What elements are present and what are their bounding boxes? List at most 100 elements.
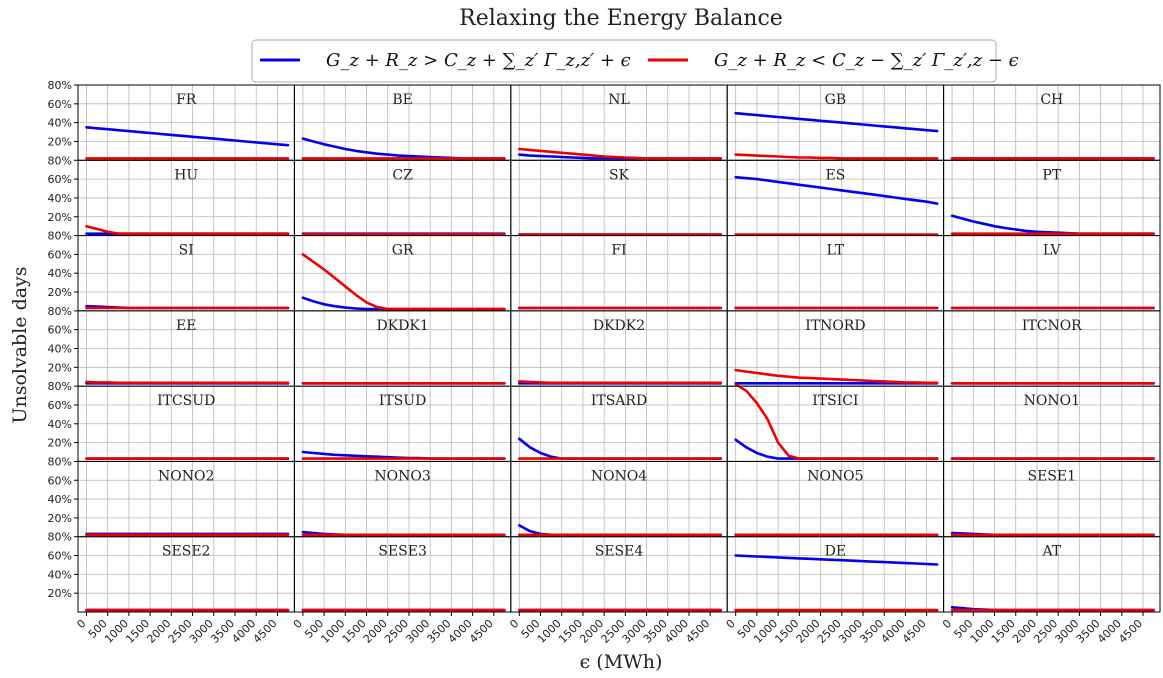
x-tick-label: 2500 — [166, 617, 195, 646]
x-tick-label: 3000 — [403, 617, 432, 646]
x-tick-label: 3500 — [208, 617, 237, 646]
x-tick-label: 4000 — [879, 617, 908, 646]
panel-es: ES — [726, 159, 945, 237]
panel-title: FR — [176, 92, 197, 108]
panel-title: DKDK1 — [376, 318, 428, 334]
x-tick-label: 0 — [74, 617, 88, 631]
panel-lt: LT — [726, 235, 945, 312]
panel-lv: LV — [943, 235, 1161, 312]
y-tick-label: 20% — [48, 512, 72, 525]
y-tick-label: 60% — [48, 98, 72, 111]
y-tick-label: 80% — [48, 305, 72, 318]
panel-hu: HU 20% 40% 60% 80% — [48, 154, 295, 237]
panel-title: NONO3 — [374, 468, 430, 484]
y-tick-label: 60% — [48, 248, 72, 261]
x-tick-label: 4000 — [662, 617, 691, 646]
panel-title: DE — [825, 544, 846, 560]
panel-title: GR — [392, 243, 414, 259]
x-tick-label: 1000 — [102, 617, 131, 646]
gridlines — [727, 235, 944, 311]
legend-frame — [251, 39, 997, 83]
y-tick-label: 80% — [48, 455, 72, 468]
series-line-blue — [517, 437, 723, 460]
x-tick-label: 4000 — [229, 617, 258, 646]
gridlines — [943, 385, 1160, 462]
series-line-blue — [734, 554, 939, 566]
panel-nono3: NONO3 — [293, 460, 512, 538]
panel-title: NONO4 — [591, 468, 647, 484]
panel-dkdk1: DKDK1 — [293, 310, 512, 387]
panel-nl: NL — [510, 84, 728, 161]
panel-nono5: NONO5 — [726, 460, 945, 538]
gridlines — [78, 310, 295, 387]
panel-sese1: SESE1 — [943, 460, 1161, 538]
y-tick-label: 40% — [48, 267, 72, 280]
series-line-blue — [734, 111, 939, 133]
x-tick-label: 3500 — [857, 617, 886, 646]
gridlines — [727, 461, 944, 537]
panel-itsard: ITSARD — [510, 385, 728, 462]
panel-grid: FR 20% 40% 60% 80% BE NL GB CH HU 20% 40% 60% 80% CZ SK… — [48, 79, 1161, 646]
series-line-blue — [85, 126, 290, 147]
gridlines — [294, 235, 511, 311]
y-tick-label: 80% — [48, 531, 72, 544]
x-tick-label: 4500 — [251, 617, 280, 646]
panel-title: HU — [174, 167, 198, 183]
panel-title: SESE4 — [595, 544, 644, 560]
y-tick-label: 60% — [48, 474, 72, 487]
x-tick-label: 0 — [940, 617, 954, 631]
y-tick-label: 40% — [48, 192, 72, 205]
y-tick-label: 20% — [48, 437, 72, 450]
panel-ch: CH — [943, 84, 1161, 161]
gridlines — [943, 159, 1160, 236]
panel-frame — [943, 536, 1161, 613]
series-line-red — [85, 224, 290, 235]
panel-title: NONO1 — [1024, 393, 1080, 409]
x-tick-label: 1500 — [772, 617, 801, 646]
panel-nono1: NONO1 — [943, 385, 1161, 462]
x-tick-label: 1500 — [989, 617, 1018, 646]
x-tick-label: 3000 — [1053, 617, 1082, 646]
panel-title: AT — [1041, 544, 1061, 560]
panel-title: ITCSUD — [157, 393, 215, 409]
y-tick-label: 20% — [48, 361, 72, 374]
panel-itcsud: ITCSUD 20% 40% 60% 80% — [48, 380, 295, 462]
x-tick-label: 2500 — [815, 617, 844, 646]
panel-title: LV — [1043, 243, 1062, 259]
x-tick-label: 3500 — [641, 617, 670, 646]
panel-title: FI — [611, 243, 626, 259]
series-line-red — [517, 147, 723, 160]
y-tick-label: 20% — [48, 135, 72, 148]
panel-cz: CZ — [293, 159, 512, 237]
series-line-blue — [950, 214, 1155, 235]
series-line-blue — [734, 175, 939, 205]
panel-title: SK — [609, 167, 630, 183]
x-tick-label: 0 — [291, 617, 305, 631]
panel-title: SESE2 — [162, 544, 211, 560]
x-tick-label: 4500 — [467, 617, 496, 646]
panel-si: SI 20% 40% 60% 80% — [48, 230, 295, 312]
panel-title: LT — [827, 243, 845, 259]
panel-title: NL — [608, 92, 630, 108]
y-tick-label: 40% — [48, 568, 72, 581]
panel-title: ITSUD — [379, 393, 426, 409]
series-line-blue — [301, 296, 506, 311]
y-tick-label: 40% — [48, 418, 72, 431]
panel-title: EE — [176, 318, 196, 334]
panel-title: PT — [1042, 167, 1061, 183]
legend: G_z + R_z > C_z + ∑_z′ Γ_z,z′ + ϵ G_z + … — [251, 39, 1019, 83]
panel-itcnor: ITCNOR — [943, 310, 1161, 387]
panel-nono2: NONO2 20% 40% 60% 80% — [48, 455, 295, 538]
y-tick-label: 80% — [48, 380, 72, 393]
series-line-red — [734, 382, 939, 460]
x-tick-label: 0 — [507, 617, 521, 631]
panel-title: CZ — [392, 167, 413, 183]
x-tick-label: 4500 — [1116, 617, 1145, 646]
panel-title: ITSARD — [591, 393, 647, 409]
legend-label-blue: G_z + R_z > C_z + ∑_z′ Γ_z,z′ + ϵ — [326, 50, 631, 71]
legend-label-red: G_z + R_z < C_z − ∑_z′ Γ_z′,z − ϵ — [714, 50, 1019, 71]
panel-be: BE — [293, 84, 512, 161]
gridlines — [510, 235, 728, 311]
